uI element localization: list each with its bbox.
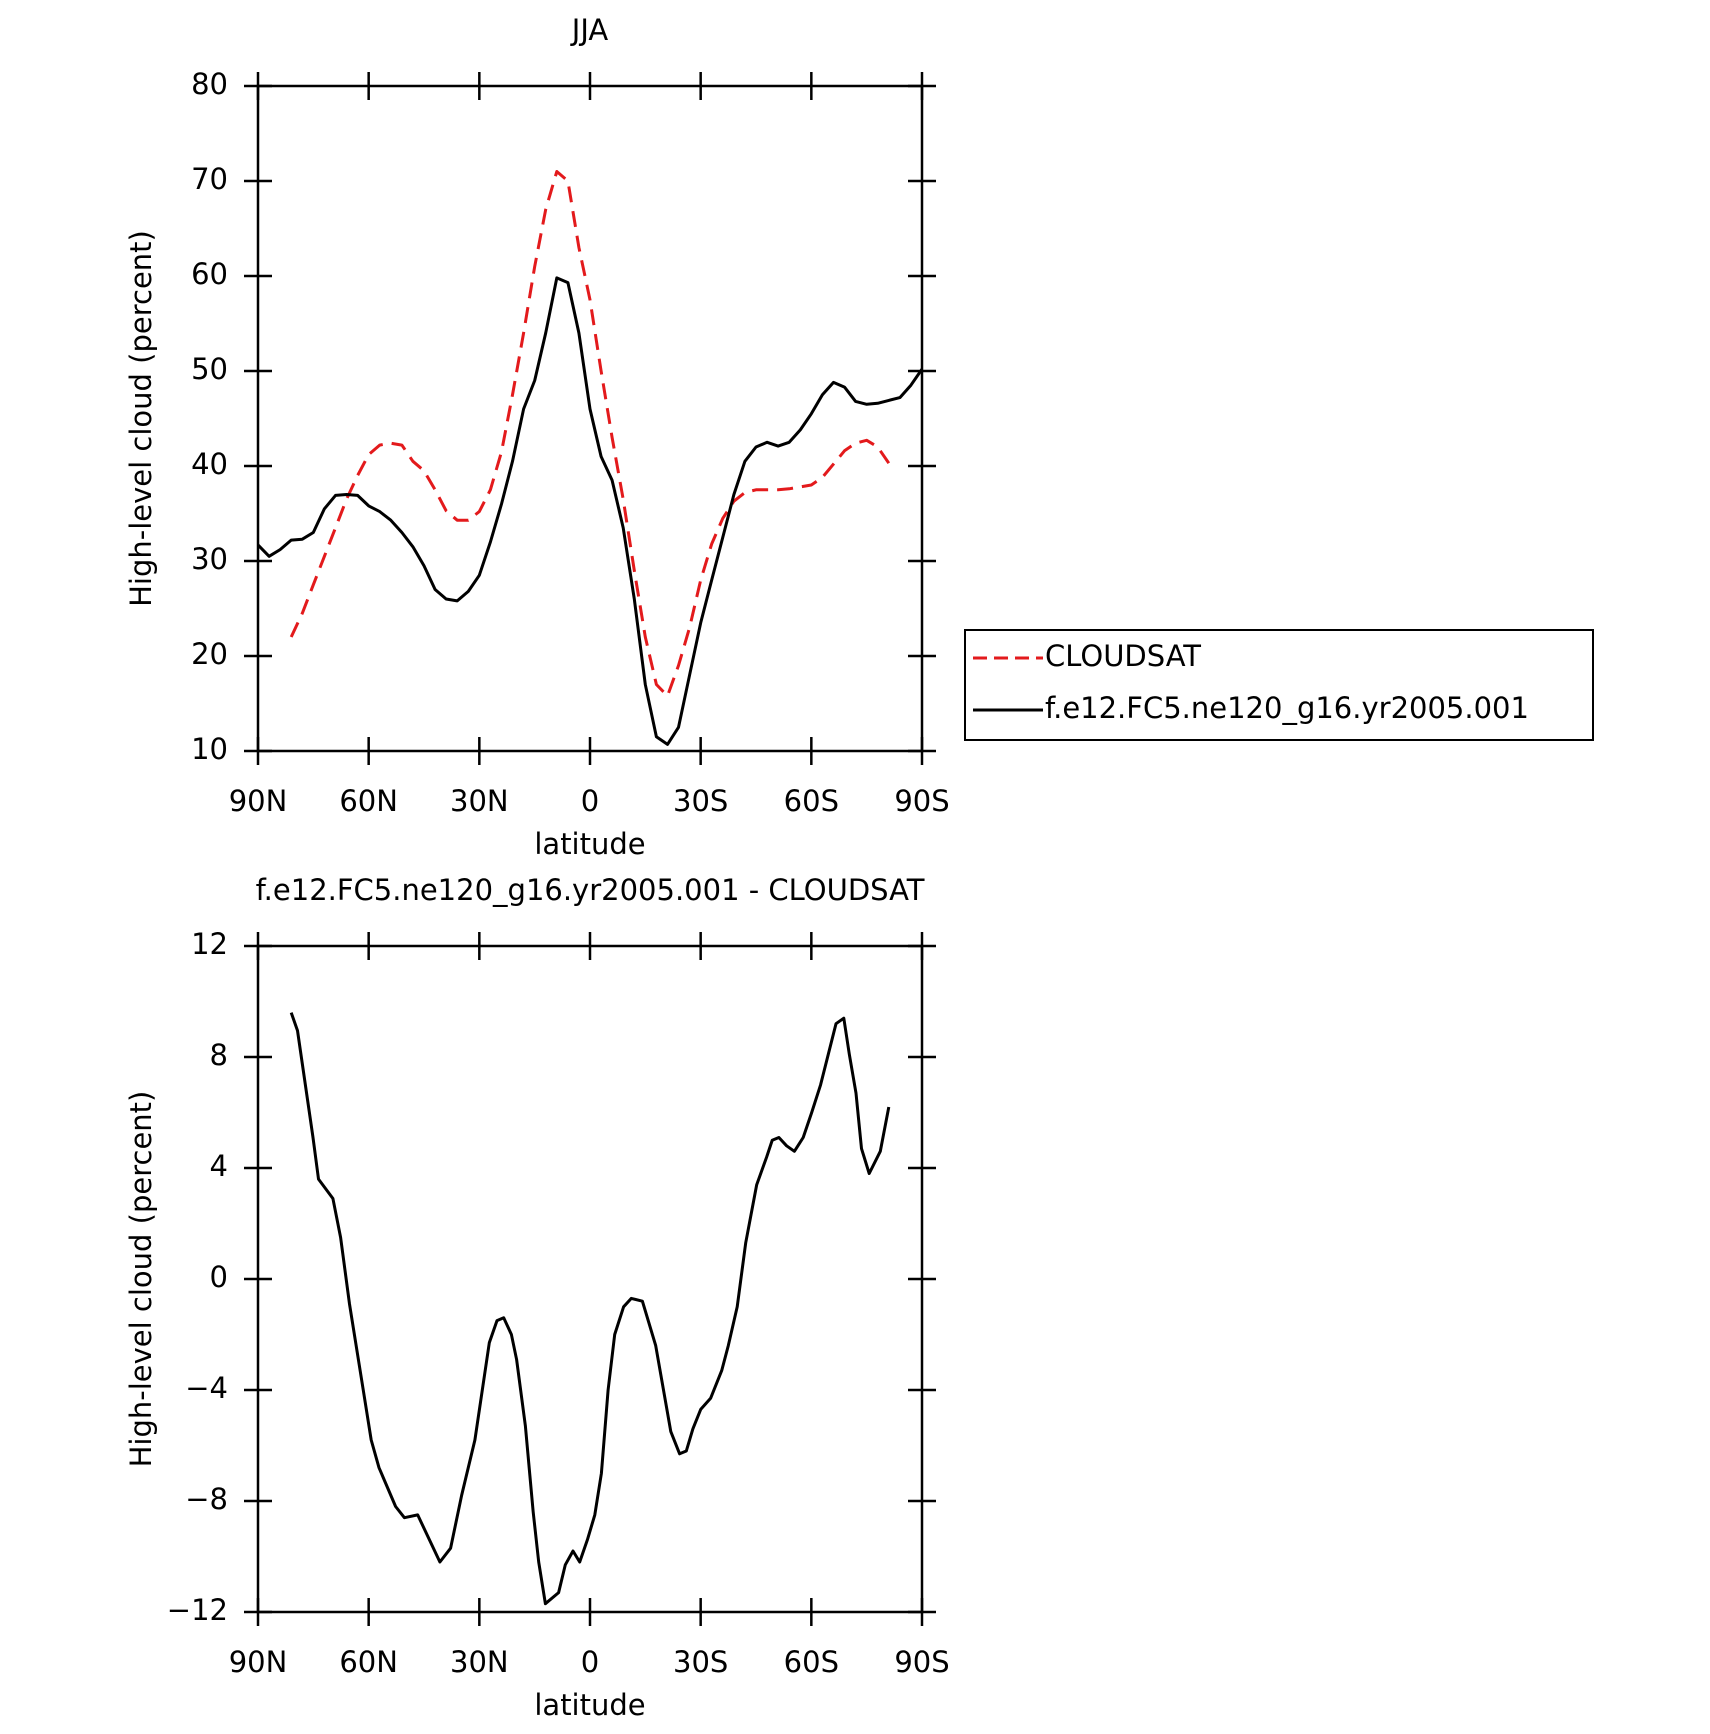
x-axis-label: latitude: [534, 1688, 645, 1722]
y-tick-label: 10: [191, 732, 228, 766]
chart-title: JJA: [570, 13, 609, 47]
x-tick-label: 30N: [450, 784, 509, 818]
y-tick-label: 4: [210, 1149, 228, 1183]
plot-frame: [256, 84, 924, 753]
chart-title: f.e12.FC5.ne120_g16.yr2005.001 - CLOUDSA…: [256, 873, 925, 907]
x-tick-label: 60S: [784, 1645, 839, 1679]
y-tick-label: 0: [210, 1260, 228, 1294]
x-tick-label: 60S: [784, 784, 839, 818]
series-line: [289, 170, 891, 698]
x-tick-label: 90S: [894, 1645, 949, 1679]
y-tick-label: 20: [191, 637, 228, 671]
x-tick-label: 90N: [229, 784, 288, 818]
series-line: [256, 276, 924, 746]
x-tick-label: 30N: [450, 1645, 509, 1679]
plot-frame: [256, 944, 924, 1614]
y-tick-label: −12: [167, 1593, 228, 1627]
y-tick-label: 60: [191, 257, 228, 291]
x-tick-label: 30S: [673, 1645, 728, 1679]
y-tick-label: 40: [191, 447, 228, 481]
x-tick-label: 0: [581, 1645, 599, 1679]
y-tick-label: 70: [191, 162, 228, 196]
x-tick-label: 60N: [339, 784, 398, 818]
y-tick-label: 12: [191, 927, 228, 961]
legend-label: f.e12.FC5.ne120_g16.yr2005.001: [1045, 691, 1529, 725]
y-tick-label: 80: [191, 67, 228, 101]
y-axis-label: High-level cloud (percent): [124, 230, 158, 607]
y-tick-label: 8: [210, 1038, 228, 1072]
x-axis-label: latitude: [534, 827, 645, 861]
x-tick-label: 0: [581, 784, 599, 818]
legend-box: [964, 629, 1594, 741]
y-tick-label: −4: [185, 1371, 228, 1405]
x-tick-label: 90S: [894, 784, 949, 818]
series-line: [289, 1012, 891, 1606]
legend-label: CLOUDSAT: [1045, 639, 1201, 673]
y-tick-label: −8: [185, 1482, 228, 1516]
x-tick-label: 60N: [339, 1645, 398, 1679]
x-tick-label: 30S: [673, 784, 728, 818]
x-tick-label: 90N: [229, 1645, 288, 1679]
y-axis-label: High-level cloud (percent): [124, 1091, 158, 1468]
y-tick-label: 30: [191, 542, 228, 576]
y-tick-label: 50: [191, 352, 228, 386]
